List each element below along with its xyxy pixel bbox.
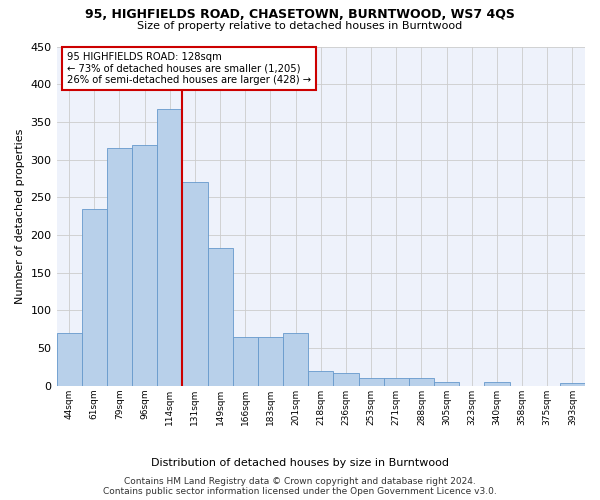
Text: 95 HIGHFIELDS ROAD: 128sqm
← 73% of detached houses are smaller (1,205)
26% of s: 95 HIGHFIELDS ROAD: 128sqm ← 73% of deta…	[67, 52, 311, 85]
Y-axis label: Number of detached properties: Number of detached properties	[15, 128, 25, 304]
Text: 95, HIGHFIELDS ROAD, CHASETOWN, BURNTWOOD, WS7 4QS: 95, HIGHFIELDS ROAD, CHASETOWN, BURNTWOO…	[85, 8, 515, 20]
Bar	[308, 371, 334, 386]
Text: Contains HM Land Registry data © Crown copyright and database right 2024.: Contains HM Land Registry data © Crown c…	[124, 478, 476, 486]
Bar	[82, 208, 107, 386]
Bar	[107, 148, 132, 386]
Bar	[233, 337, 258, 386]
Text: Contains public sector information licensed under the Open Government Licence v3: Contains public sector information licen…	[103, 488, 497, 496]
Bar	[383, 378, 409, 386]
Bar	[157, 109, 182, 386]
Bar	[560, 383, 585, 386]
Bar	[359, 378, 383, 386]
Bar	[56, 333, 82, 386]
Bar	[334, 373, 359, 386]
Bar	[434, 382, 459, 386]
Bar	[409, 378, 434, 386]
Text: Distribution of detached houses by size in Burntwood: Distribution of detached houses by size …	[151, 458, 449, 468]
Bar	[132, 144, 157, 386]
Bar	[283, 333, 308, 386]
Bar	[258, 337, 283, 386]
Bar	[208, 248, 233, 386]
Bar	[182, 182, 208, 386]
Bar	[484, 382, 509, 386]
Text: Size of property relative to detached houses in Burntwood: Size of property relative to detached ho…	[137, 21, 463, 31]
